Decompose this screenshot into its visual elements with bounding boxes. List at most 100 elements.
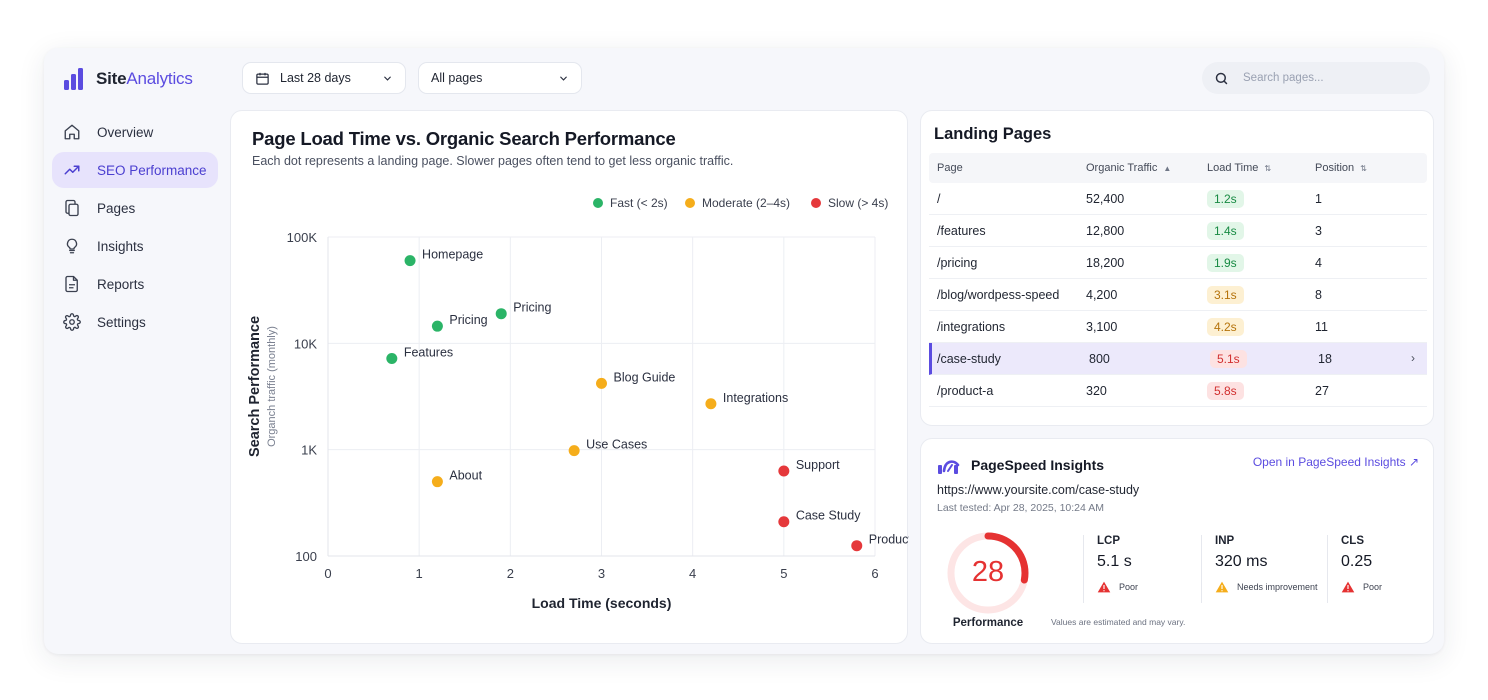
table-row[interactable]: / 52,400 1.2s 1 bbox=[929, 183, 1427, 215]
column-header-page[interactable]: Page bbox=[929, 162, 1086, 174]
cell-traffic: 800 bbox=[1089, 351, 1110, 366]
open-pagespeed-link[interactable]: Open in PageSpeed Insights ↗ bbox=[1252, 455, 1419, 469]
data-point-label: Use Cases bbox=[586, 438, 647, 452]
sidebar-item-label: Settings bbox=[97, 314, 146, 330]
metric-status: Poor bbox=[1097, 581, 1201, 593]
warning-icon bbox=[1341, 581, 1355, 593]
data-point-label: Case Study bbox=[796, 509, 861, 523]
table-row[interactable]: /pricing 18,200 1.9s 4 bbox=[929, 247, 1427, 279]
page-filter-dropdown[interactable]: All pages bbox=[418, 62, 582, 94]
sidebar-item-insights[interactable]: Insights bbox=[52, 228, 218, 264]
table-row[interactable]: /features 12,800 1.4s 3 bbox=[929, 215, 1427, 247]
metric-label: CLS bbox=[1341, 535, 1364, 547]
legend-label-fast: Fast (< 2s) bbox=[610, 196, 668, 210]
y-tick-label: 10K bbox=[294, 336, 317, 351]
landing-pages-card: Landing Pages Page Organic Traffic ▲ Load… bbox=[920, 110, 1434, 426]
cell-traffic: 4,200 bbox=[1086, 287, 1118, 302]
x-tick-label: 4 bbox=[689, 566, 696, 581]
table-body: / 52,400 1.2s 1/features 12,800 1.4s 3/pricing… bbox=[929, 183, 1427, 407]
cell-load-time: 1.4s bbox=[1207, 221, 1315, 240]
sidebar-item-reports[interactable]: Reports bbox=[52, 266, 218, 302]
home-icon bbox=[64, 124, 80, 140]
data-point-label: Support bbox=[796, 458, 840, 472]
report-icon bbox=[65, 275, 78, 293]
pagespeed-header: PageSpeed Insights bbox=[937, 455, 1104, 475]
warning-icon bbox=[1097, 581, 1111, 593]
performance-label: Performance bbox=[952, 617, 1024, 629]
estimate-note: Values are estimated and may vary. bbox=[1051, 617, 1186, 627]
gear-icon bbox=[63, 313, 81, 331]
data-point-label: Pricing bbox=[513, 301, 551, 315]
search-input[interactable] bbox=[1243, 72, 1423, 84]
legend-label-moderate: Moderate (2–4s) bbox=[702, 196, 791, 210]
x-tick-label: 2 bbox=[507, 566, 514, 581]
cell-traffic: 12,800 bbox=[1086, 223, 1125, 238]
load-time-badge: 3.1s bbox=[1207, 285, 1244, 304]
chevron-down-icon bbox=[384, 76, 391, 81]
search-icon bbox=[1215, 72, 1228, 84]
table-row[interactable]: /case-study 800 5.1s 18 › bbox=[929, 343, 1427, 375]
sidebar-item-seo-performance[interactable]: SEO Performance bbox=[52, 152, 218, 188]
sidebar-item-label: Pages bbox=[97, 200, 136, 216]
load-time-badge: 5.8s bbox=[1207, 381, 1244, 400]
cell-position: 11 bbox=[1315, 319, 1328, 334]
sort-icon: ⇅ bbox=[1264, 163, 1272, 173]
data-point bbox=[778, 465, 790, 477]
cell-page: /pricing bbox=[937, 255, 978, 270]
column-header-position[interactable]: Position ⇅ bbox=[1315, 162, 1395, 174]
table-row[interactable]: /integrations 3,100 4.2s 11 bbox=[929, 311, 1427, 343]
cell-load-time: 1.9s bbox=[1207, 253, 1315, 272]
metric-value: 320 ms bbox=[1215, 553, 1268, 570]
chart-legend-item-slow: Slow (> 4s) bbox=[811, 196, 888, 210]
data-point bbox=[705, 398, 717, 410]
metric-lcp: LCP 5.1 s Poor bbox=[1083, 535, 1201, 603]
table-row[interactable]: /blog/wordpess-speed 4,200 3.1s 8 bbox=[929, 279, 1427, 311]
cell-position: 18 bbox=[1318, 351, 1332, 366]
cell-position: 27 bbox=[1315, 383, 1329, 398]
data-point-label: Product A bbox=[869, 533, 909, 547]
data-point bbox=[568, 445, 580, 457]
column-header-label: Position bbox=[1315, 162, 1355, 174]
sidebar-item-settings[interactable]: Settings bbox=[52, 304, 218, 340]
cell-page: / bbox=[937, 191, 941, 206]
table-header: Page Organic Traffic ▲ Load Time ⇅ Positio… bbox=[929, 153, 1427, 183]
sidebar-item-overview[interactable]: Overview bbox=[52, 114, 218, 150]
sidebar-item-label: Insights bbox=[97, 238, 144, 254]
data-point-label: Homepage bbox=[422, 248, 483, 262]
gauge-progress-arc bbox=[947, 532, 1029, 614]
table-row[interactable]: /product-a 320 5.8s 27 bbox=[929, 375, 1427, 407]
brand-logo[interactable]: SiteAnalytics bbox=[64, 68, 193, 90]
column-header-label: Organic Traffic bbox=[1086, 162, 1158, 174]
legend-dot-fast bbox=[593, 198, 603, 208]
cell-load-time: 3.1s bbox=[1207, 285, 1315, 304]
chart-title: Page Load Time vs. Organic Search Perfor… bbox=[252, 128, 676, 149]
sidebar-item-pages[interactable]: Pages bbox=[52, 190, 218, 226]
x-tick-label: 6 bbox=[871, 566, 878, 581]
column-header-load-time[interactable]: Load Time ⇅ bbox=[1207, 162, 1315, 174]
cell-position: 1 bbox=[1315, 191, 1322, 206]
metric-status: Needs improvement bbox=[1215, 581, 1327, 593]
warning-icon bbox=[1215, 581, 1229, 593]
bar-chart-logo-icon bbox=[64, 68, 84, 90]
column-header-traffic[interactable]: Organic Traffic ▲ bbox=[1086, 162, 1207, 174]
cell-position: 4 bbox=[1315, 255, 1322, 270]
data-point bbox=[851, 540, 863, 552]
cell-load-time: 4.2s bbox=[1207, 317, 1315, 336]
legend-dot-moderate bbox=[685, 198, 695, 208]
chevron-right-icon[interactable]: › bbox=[1411, 351, 1415, 365]
date-range-dropdown[interactable]: Last 28 days bbox=[242, 62, 406, 94]
chart-legend-item-moderate: Moderate (2–4s) bbox=[685, 196, 790, 210]
chevron-down-icon bbox=[560, 76, 567, 81]
metric-label: LCP bbox=[1097, 535, 1120, 547]
pagespeed-title: PageSpeed Insights bbox=[971, 457, 1105, 473]
sidebar-item-label: Overview bbox=[97, 124, 154, 140]
cell-page: /case-study bbox=[937, 351, 1001, 366]
search-box[interactable] bbox=[1202, 62, 1430, 94]
data-point bbox=[778, 516, 790, 528]
cell-load-time: 5.8s bbox=[1207, 381, 1315, 400]
cell-page: /blog/wordpess-speed bbox=[937, 287, 1060, 302]
cell-position: 3 bbox=[1315, 223, 1322, 238]
metric-inp: INP 320 ms Needs improvement bbox=[1201, 535, 1327, 603]
y-tick-label: 100 bbox=[295, 549, 317, 564]
metric-status-label: Poor bbox=[1363, 582, 1383, 592]
